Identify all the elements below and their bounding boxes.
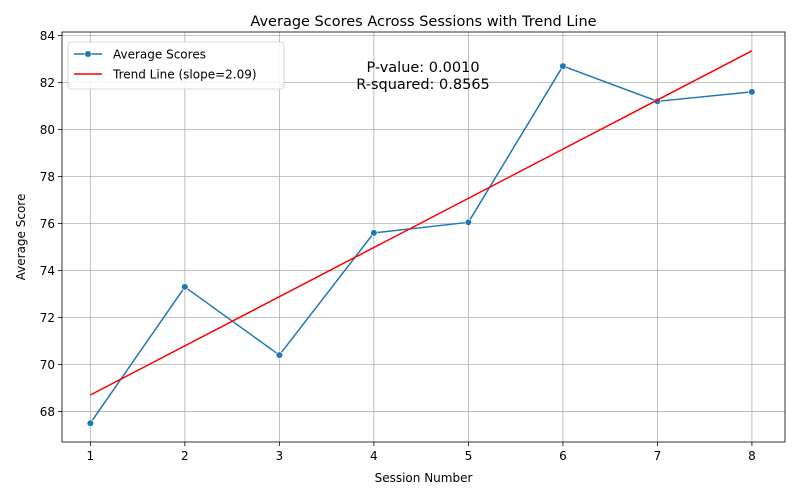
legend-label: Average Scores bbox=[113, 48, 206, 62]
plot-frame bbox=[61, 31, 786, 443]
x-tick-label: 8 bbox=[748, 449, 756, 463]
x-tick-label: 2 bbox=[181, 449, 189, 463]
y-axis-label: Average Score bbox=[14, 194, 28, 281]
data-point bbox=[370, 229, 378, 237]
average-scores-line bbox=[89, 65, 752, 424]
legend-box bbox=[67, 41, 285, 90]
series-layer bbox=[86, 50, 756, 427]
data-point bbox=[86, 419, 94, 427]
data-point bbox=[181, 283, 189, 291]
grid bbox=[62, 32, 785, 442]
legend-label: Trend Line (slope=2.09) bbox=[112, 68, 257, 82]
x-tick-label: 1 bbox=[87, 449, 95, 463]
p-value-annotation: P-value: 0.0010 bbox=[366, 60, 479, 76]
data-point bbox=[464, 218, 472, 226]
y-tick-label: 80 bbox=[40, 123, 55, 137]
y-tick-label: 68 bbox=[40, 405, 55, 419]
x-tick-label: 4 bbox=[370, 449, 378, 463]
r-squared-annotation: R-squared: 0.8565 bbox=[356, 77, 490, 93]
data-point bbox=[748, 88, 756, 96]
x-tick-label: 6 bbox=[559, 449, 567, 463]
legend: Average Scores Trend Line (slope=2.09) bbox=[67, 41, 285, 90]
y-tick-label: 72 bbox=[40, 311, 55, 325]
x-tick-label: 7 bbox=[654, 449, 662, 463]
y-tick-label: 78 bbox=[40, 170, 55, 184]
y-tick-label: 74 bbox=[40, 264, 55, 278]
x-tick-label: 5 bbox=[465, 449, 473, 463]
x-axis-label: Session Number bbox=[375, 471, 473, 485]
y-tick-label: 82 bbox=[40, 76, 55, 90]
data-point bbox=[275, 351, 283, 359]
chart-title: Average Scores Across Sessions with Tren… bbox=[250, 14, 596, 30]
trend-line bbox=[90, 50, 753, 396]
x-tick-label: 3 bbox=[276, 449, 284, 463]
legend-marker bbox=[84, 50, 92, 58]
y-tick-label: 70 bbox=[40, 358, 55, 372]
data-point bbox=[559, 62, 567, 70]
y-tick-label: 76 bbox=[40, 217, 55, 231]
y-tick-label: 84 bbox=[40, 29, 55, 43]
